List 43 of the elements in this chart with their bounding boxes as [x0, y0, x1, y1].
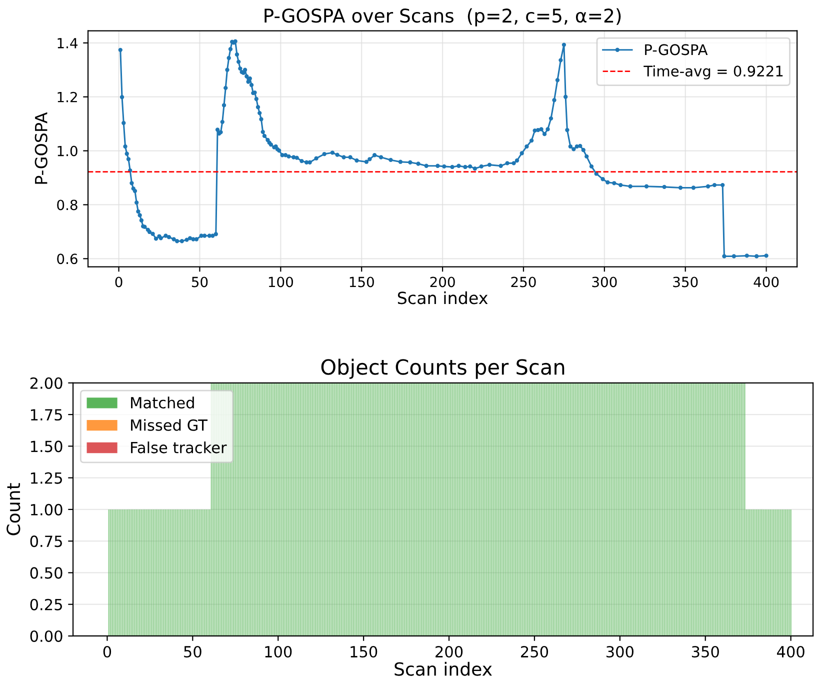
y-tick-label: 1.25: [30, 472, 62, 484]
y-tick-label: 1.4: [58, 38, 78, 48]
legend-label: P-GOSPA: [645, 44, 708, 56]
x-tick-label: 250: [521, 646, 548, 658]
y-tick-label: 1.50: [30, 440, 62, 452]
y-tick-label: 0.6: [57, 254, 78, 264]
y-tick-label: 1.00: [30, 504, 62, 516]
x-tick-label: 200: [430, 276, 455, 288]
legend-label: Time-avg = 0.9221: [644, 65, 783, 80]
y-tick-label: 0.8: [57, 200, 78, 210]
x-tick-label: 400: [776, 646, 804, 658]
x-tick-label: 300: [592, 276, 617, 288]
x-tick-label: 150: [350, 646, 378, 658]
y-tick-label: 2.00: [30, 377, 62, 389]
x-tick-label: 0: [103, 646, 112, 658]
x-axis-title: Scan index: [394, 662, 492, 676]
y-tick-label: 0.25: [30, 598, 62, 610]
legend-label: Matched: [131, 396, 194, 408]
chart-title: Object Counts per Scan: [321, 358, 564, 379]
y-tick-label: 0.00: [30, 630, 62, 642]
legend-label: Missed GT: [131, 419, 208, 431]
x-tick-label: 350: [692, 646, 719, 658]
x-tick-label: 100: [265, 646, 292, 658]
x-tick-label: 200: [436, 646, 463, 658]
x-tick-label: 100: [268, 276, 293, 288]
x-tick-label: 50: [192, 276, 208, 288]
x-tick-label: 300: [606, 646, 634, 658]
x-tick-label: 150: [350, 276, 374, 288]
y-axis-title: P-GOSPA: [34, 112, 48, 184]
x-tick-label: 250: [511, 276, 536, 288]
y-tick-label: 0.75: [30, 536, 62, 548]
y-axis-title: Count: [6, 483, 20, 536]
x-tick-label: 50: [184, 646, 202, 658]
y-tick-label: 1.75: [30, 409, 62, 421]
y-tick-label: 0.50: [30, 567, 62, 579]
chart-title: P-GOSPA over Scans (p=2, c=5, α=2): [264, 8, 621, 26]
y-tick-label: 1.2: [58, 92, 77, 102]
x-tick-label: 400: [754, 276, 779, 288]
x-axis-title: Scan index: [398, 291, 488, 304]
x-tick-label: 0: [115, 276, 122, 288]
x-tick-label: 350: [673, 276, 698, 288]
y-tick-label: 1.0: [58, 146, 78, 156]
legend-label: False tracker: [131, 442, 227, 454]
